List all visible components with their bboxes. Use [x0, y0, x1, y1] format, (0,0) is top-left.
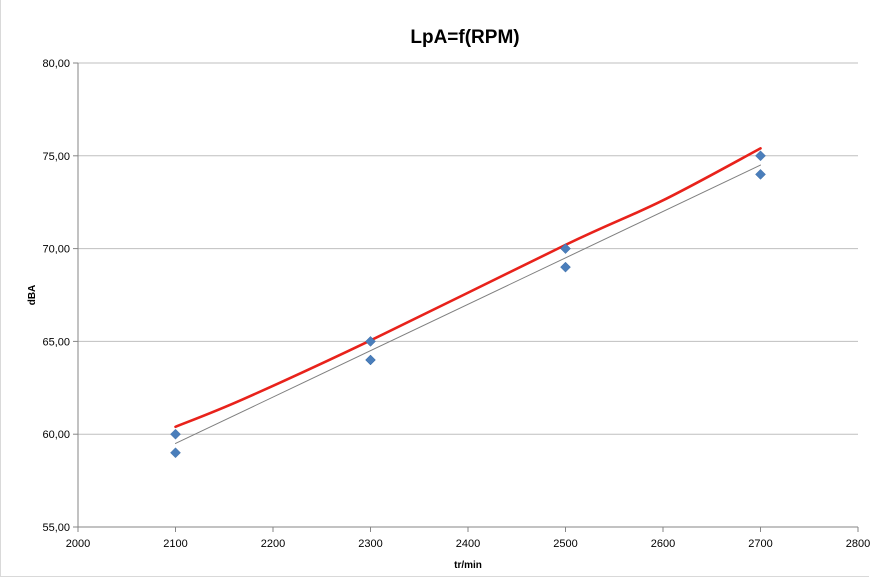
axes — [77, 63, 858, 528]
x-tick-label: 2600 — [651, 538, 675, 550]
x-tick-label: 2100 — [163, 538, 187, 550]
x-tick-label: 2200 — [261, 538, 285, 550]
y-tick-label: 65,00 — [42, 336, 70, 348]
data-point-diamond — [755, 169, 766, 180]
x-tick-label: 2000 — [66, 538, 90, 550]
y-tick-label: 80,00 — [42, 58, 70, 70]
y-axis-label: dBA — [27, 285, 38, 306]
fit-curve-red — [174, 147, 762, 429]
data-point-diamond — [560, 243, 571, 254]
trend-line-gray — [175, 164, 761, 444]
data-point-diamond — [755, 150, 766, 162]
data-point-diamond — [365, 354, 376, 366]
x-axis-label: tr/min — [454, 560, 482, 571]
x-tick-labels: 2000 2100 2200 2300 2400 2500 2600 2700 2800 — [66, 538, 870, 550]
x-tick-label: 2500 — [553, 538, 577, 550]
y-tick-label: 55,00 — [42, 522, 70, 534]
data-point-diamond — [170, 447, 181, 459]
data-point-diamond — [560, 261, 571, 273]
data-point-diamond — [170, 428, 181, 440]
series-lines — [174, 147, 762, 444]
y-tick-labels: 55,00 60,00 65,00 70,00 75,00 80,00 — [42, 58, 70, 534]
y-tick-label: 60,00 — [42, 429, 70, 441]
data-points — [170, 150, 766, 459]
x-tick-label: 2800 — [846, 538, 870, 550]
x-tick-label: 2700 — [748, 538, 772, 550]
x-tick-label: 2300 — [358, 538, 382, 550]
y-tick-label: 70,00 — [42, 244, 70, 256]
x-tick-label: 2400 — [456, 538, 480, 550]
data-point-diamond — [365, 336, 376, 347]
y-tick-label: 75,00 — [42, 151, 70, 163]
gridlines — [73, 62, 859, 532]
chart-title: LpA=f(RPM) — [410, 27, 519, 48]
